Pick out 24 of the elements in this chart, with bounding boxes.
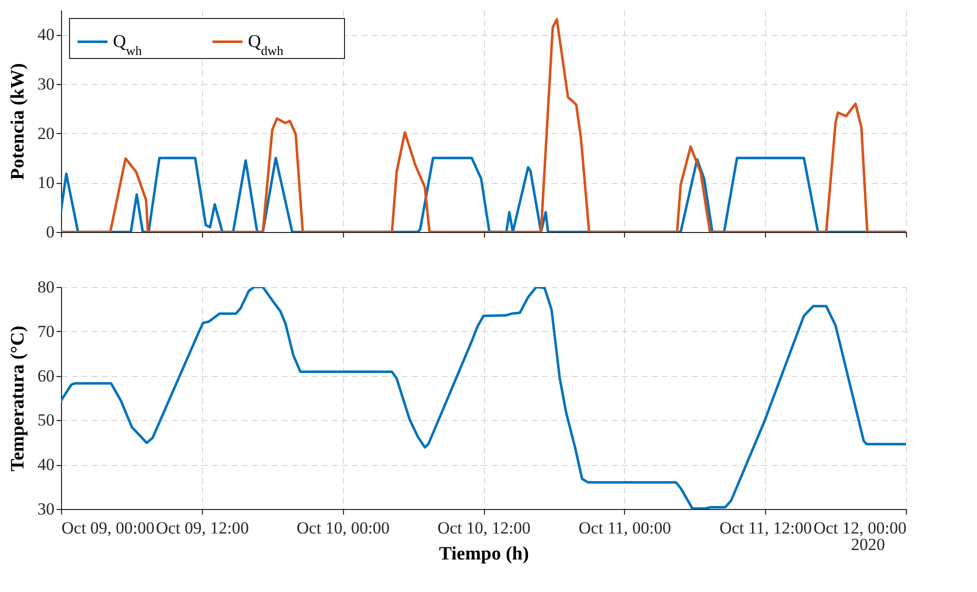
x-axis-title: Tiempo (h)	[439, 544, 529, 564]
y-tick-label: 80	[38, 278, 54, 296]
y-tick-label: 50	[38, 410, 54, 430]
y-axis-title: Potencia (kW)	[8, 63, 28, 180]
x-tick-label: Oct 11, 00:00	[578, 518, 672, 538]
y-tick-label: 20	[38, 124, 54, 143]
y-tick-label: 70	[38, 322, 54, 341]
y-tick-label: 0	[46, 222, 54, 242]
x-tick-label: Oct 10, 12:00	[437, 518, 531, 538]
x-tick-label: Oct 10, 00:00	[296, 518, 390, 538]
x-tick-label: Oct 09, 00:00	[62, 518, 155, 538]
y-tick-label: 40	[38, 455, 54, 474]
x-tick-label: Oct 11, 12:00	[719, 518, 812, 538]
legend-label: Q$_{wh}$	[113, 30, 142, 58]
y-tick-label: 10	[38, 173, 54, 192]
text: 2020	[851, 535, 885, 554]
y-tick-label: 30	[38, 500, 54, 518]
y-tick-label: 60	[38, 366, 54, 386]
y-axis-title: Temperatura (°C)	[8, 326, 28, 472]
x-tick-label: Oct 09, 12:00	[156, 518, 249, 538]
y-tick-label: 40	[38, 25, 54, 44]
y-tick-label: 30	[38, 74, 54, 94]
legend-label: Q$_{dwh}$	[248, 30, 284, 58]
x-tick-label: Oct 12, 00:00	[813, 518, 906, 538]
